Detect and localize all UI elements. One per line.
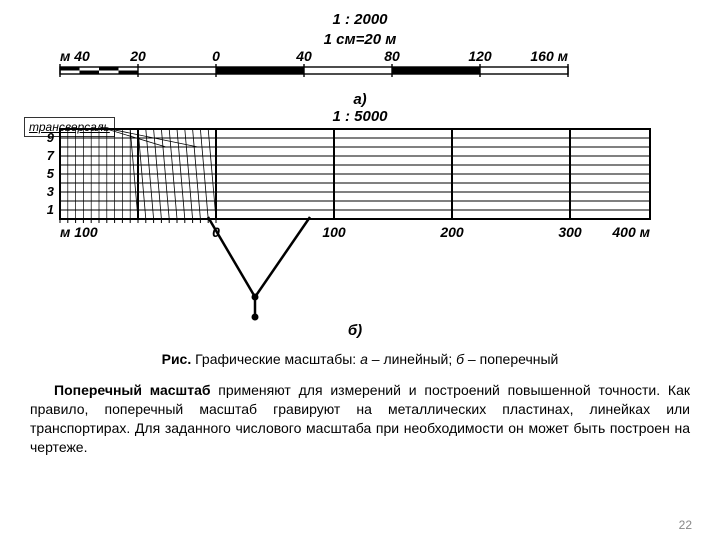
header-cm-eq: 1 см=20 м — [10, 30, 710, 50]
header-ratio: 1 : 2000 — [10, 10, 710, 30]
svg-text:3: 3 — [47, 184, 55, 199]
page-number: 22 — [679, 518, 692, 532]
svg-text:300: 300 — [558, 224, 582, 240]
svg-text:40: 40 — [295, 49, 312, 64]
svg-text:1: 1 — [47, 202, 54, 217]
svg-text:7: 7 — [47, 148, 55, 163]
transverse-scale-diagram: м 1000100200300400 м97531б) — [20, 125, 700, 345]
svg-text:0: 0 — [212, 49, 220, 64]
svg-text:м 40: м 40 — [60, 49, 90, 64]
svg-text:100: 100 — [322, 224, 346, 240]
body-paragraph: Поперечный масштаб применяют для измерен… — [10, 381, 710, 457]
linear-scale-diagram: м 40 20 0 40 80 120 160 м — [20, 49, 700, 89]
svg-text:20: 20 — [129, 49, 146, 64]
svg-text:9: 9 — [47, 130, 55, 145]
svg-text:5: 5 — [47, 166, 55, 181]
svg-text:160 м: 160 м — [530, 49, 568, 64]
svg-text:400 м: 400 м — [611, 224, 650, 240]
svg-text:200: 200 — [439, 224, 464, 240]
svg-text:120: 120 — [468, 49, 492, 64]
figure-caption: Рис. Графические масштабы: а – линейный;… — [10, 351, 710, 367]
svg-text:б): б) — [348, 322, 362, 339]
label-a-ratio: 1 : 5000 — [332, 108, 387, 125]
svg-text:м 100: м 100 — [60, 224, 98, 240]
label-a: а) — [353, 91, 366, 108]
svg-text:80: 80 — [384, 49, 400, 64]
